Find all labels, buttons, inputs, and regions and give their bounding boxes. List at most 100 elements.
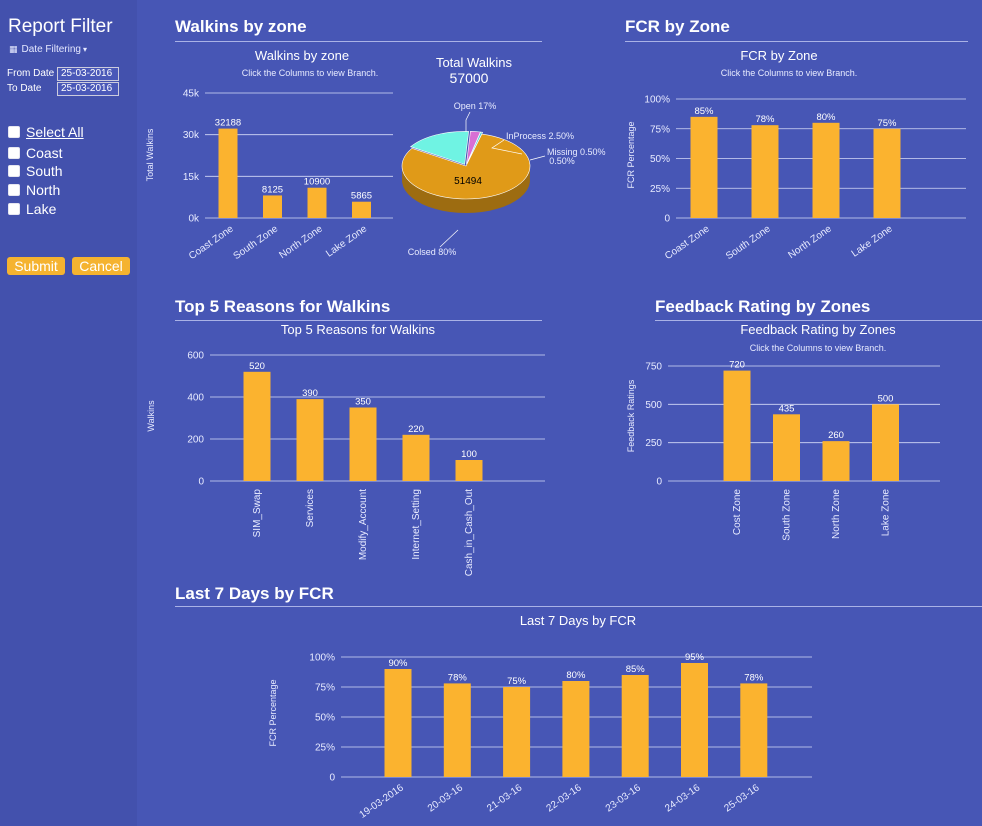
from-date-row: From Date 25-03-2016 — [7, 67, 119, 81]
sidebar-title: Report Filter — [8, 16, 113, 37]
north-label: North — [26, 182, 61, 198]
x-tick-label: Lake Zone — [324, 223, 369, 259]
data-label: 75% — [877, 118, 897, 129]
pie-slice-label: InProcess 2.50% — [506, 131, 574, 141]
bar-south-zone[interactable] — [773, 414, 800, 481]
data-label: 90% — [388, 658, 408, 669]
x-tick-label: Cash_in_Cash_Out — [464, 489, 475, 576]
bar-north-zone[interactable] — [822, 441, 850, 481]
y-tick-label: 25% — [650, 184, 670, 195]
date-filtering-toggle[interactable]: ▦ Date Filtering ▾ — [9, 44, 87, 55]
chart-subtitle: Click the Columns to view Branch. — [721, 68, 858, 78]
checkbox-box[interactable] — [8, 184, 20, 196]
cancel-button[interactable]: Cancel — [72, 257, 130, 275]
y-tick-label: 200 — [187, 435, 204, 446]
bar-lake-zone[interactable] — [872, 404, 899, 481]
y-tick-label: 750 — [645, 362, 662, 373]
pie-slice-label: Missing 0.50% — [547, 147, 606, 157]
bar-lake-zone[interactable] — [873, 128, 901, 218]
bar-north-zone[interactable] — [812, 122, 840, 218]
north-checkbox[interactable]: North — [8, 182, 60, 198]
section-title-fcr: FCR by Zone — [625, 17, 730, 36]
data-label: 85% — [626, 664, 646, 675]
data-label: 75% — [507, 676, 527, 687]
to-date-field[interactable]: 25-03-2016 — [57, 82, 119, 96]
submit-button[interactable]: Submit — [7, 257, 65, 275]
pie-slice-label: Open 17% — [454, 101, 497, 111]
select-all-checkbox[interactable]: Select All — [8, 124, 84, 140]
checkbox-box[interactable] — [8, 203, 20, 215]
coast-checkbox[interactable]: Coast — [8, 145, 63, 161]
checkbox-box[interactable] — [8, 126, 20, 138]
data-label: 720 — [729, 360, 745, 371]
from-date-field[interactable]: 25-03-2016 — [57, 67, 119, 81]
bar-lake-zone[interactable] — [352, 201, 371, 218]
x-tick-label: Coast Zone — [187, 223, 236, 262]
y-tick-label: 600 — [187, 351, 204, 362]
y-tick-label: 250 — [645, 438, 662, 449]
checkbox-box[interactable] — [8, 147, 20, 159]
south-label: South — [26, 163, 63, 179]
feedback-chart: Feedback Rating by Zones Click the Column… — [626, 322, 940, 541]
checkbox-box[interactable] — [8, 165, 20, 177]
y-tick-label: 0 — [664, 214, 670, 225]
section-title-last7: Last 7 Days by FCR — [175, 584, 334, 603]
pie-slice-side — [402, 168, 530, 213]
y-tick-label: 0 — [656, 477, 662, 488]
pie-leader-line — [491, 139, 523, 155]
bar-coast-zone[interactable] — [690, 116, 718, 218]
to-date-row: To Date 25-03-2016 — [7, 82, 119, 96]
x-tick-label: 24-03-16 — [663, 782, 702, 814]
section-divider — [655, 320, 982, 321]
pie-leader-line — [465, 111, 471, 132]
y-tick-label: 30k — [183, 130, 200, 141]
bar-23-03-16[interactable] — [621, 675, 649, 777]
date-filtering-label: Date Filtering — [21, 44, 81, 55]
pie-slice-missing[interactable] — [466, 131, 484, 165]
bar-22-03-16[interactable] — [562, 681, 590, 777]
bar-24-03-16[interactable] — [681, 663, 708, 777]
bar-south-zone[interactable] — [263, 195, 282, 218]
pie-slice-label: 0.50% — [549, 156, 575, 166]
bar-cost-zone[interactable] — [723, 370, 751, 481]
walkins_bar-chart: Walkins by zone Click the Columns to view… — [145, 48, 393, 262]
data-label: 8125 — [262, 184, 283, 195]
bar-north-zone[interactable] — [307, 187, 327, 218]
chart-title: FCR by Zone — [740, 48, 817, 63]
bar-coast-zone[interactable] — [218, 128, 238, 218]
bar-20-03-16[interactable] — [443, 683, 471, 777]
chart-title: Last 7 Days by FCR — [520, 613, 636, 628]
chevron-down-icon: ▾ — [82, 45, 87, 54]
section-divider — [175, 320, 542, 321]
x-tick-label: Internet_Setting — [411, 489, 422, 560]
y-tick-label: 50% — [315, 713, 335, 724]
lake-checkbox[interactable]: Lake — [8, 201, 56, 217]
bar-sim-swap[interactable] — [243, 371, 271, 481]
pie-slice-open[interactable] — [409, 131, 469, 165]
x-tick-label: 21-03-16 — [485, 782, 524, 814]
x-tick-label: Services — [305, 489, 316, 527]
pie-leader-line — [529, 155, 546, 161]
bar-services[interactable] — [296, 399, 324, 481]
chart-title: Walkins by zone — [255, 48, 349, 63]
pie-slice-colsed[interactable] — [401, 133, 531, 200]
data-label: 10900 — [304, 177, 330, 188]
data-label: 100 — [461, 449, 477, 460]
pie-slice-label: Colsed 80% — [408, 247, 457, 257]
bar-south-zone[interactable] — [751, 125, 779, 218]
y-tick-label: 0 — [329, 773, 335, 784]
y-tick-label: 100% — [644, 95, 670, 106]
bar-19-03-2016[interactable] — [384, 669, 412, 777]
bar-25-03-16[interactable] — [740, 683, 768, 777]
pie-leader-line — [439, 229, 459, 248]
bar-modify-account[interactable] — [349, 407, 377, 482]
south-checkbox[interactable]: South — [8, 163, 63, 179]
x-tick-label: SIM_Swap — [252, 489, 263, 538]
x-tick-label: South Zone — [724, 223, 773, 262]
bar-21-03-16[interactable] — [503, 687, 531, 777]
bar-cash-in-cash-out[interactable] — [455, 460, 483, 481]
bar-internet-setting[interactable] — [402, 434, 430, 481]
x-tick-label: South Zone — [232, 223, 281, 262]
